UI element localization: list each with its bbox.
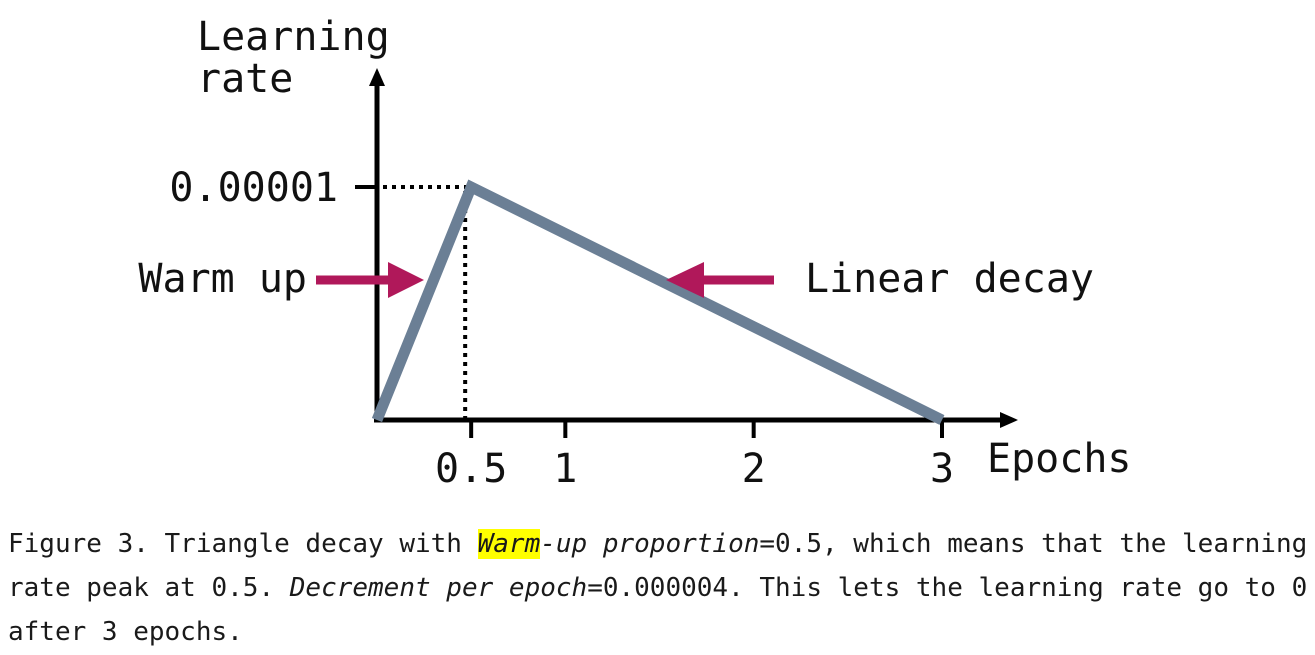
annotation-warm-up-label: Warm up (138, 256, 307, 302)
figure-caption: Figure 3. Triangle decay with Warm-up pr… (8, 522, 1308, 654)
y-axis-label-line-1: Learning (197, 14, 390, 60)
y-ticks: 0.00001 (169, 165, 379, 211)
x-tick-label: 3 (930, 446, 954, 492)
caption-highlight-warm: Warm (477, 529, 541, 559)
annotation-linear-decay-arrow-head (666, 262, 704, 298)
learning-rate-series-line (371, 179, 945, 425)
annotation-warm-up: Warm up (138, 256, 424, 302)
annotation-linear-decay: Linear decay (666, 256, 1094, 302)
y-tick-label: 0.00001 (169, 165, 338, 211)
caption-suffix: =0.000004. This lets the learning rate g… (8, 573, 1308, 647)
caption-middle: =0.5, which means that the learning rate… (8, 529, 1308, 603)
annotation-linear-decay-label: Linear decay (805, 256, 1094, 302)
x-tick-label: 2 (742, 446, 766, 492)
y-axis-arrowhead (369, 68, 385, 86)
x-tick-label: 1 (553, 446, 577, 492)
learning-rate-chart: Learning rate Epochs 0.5 1 2 3 0.00001 Warm… (138, 14, 1132, 492)
y-axis-label-line-2: rate (197, 56, 293, 102)
annotation-warm-up-arrow-head (388, 262, 424, 298)
x-axis-label: Epochs (987, 436, 1132, 482)
caption-prefix: Figure 3. Triangle decay with (8, 529, 478, 559)
x-axis-arrowhead (1000, 412, 1018, 428)
x-ticks: 0.5 1 2 3 (435, 418, 954, 492)
caption-italic-decrement: Decrement per epoch (289, 573, 588, 603)
x-tick-label: 0.5 (435, 446, 507, 492)
caption-italic-warmup-proportion: -up proportion (540, 529, 760, 559)
